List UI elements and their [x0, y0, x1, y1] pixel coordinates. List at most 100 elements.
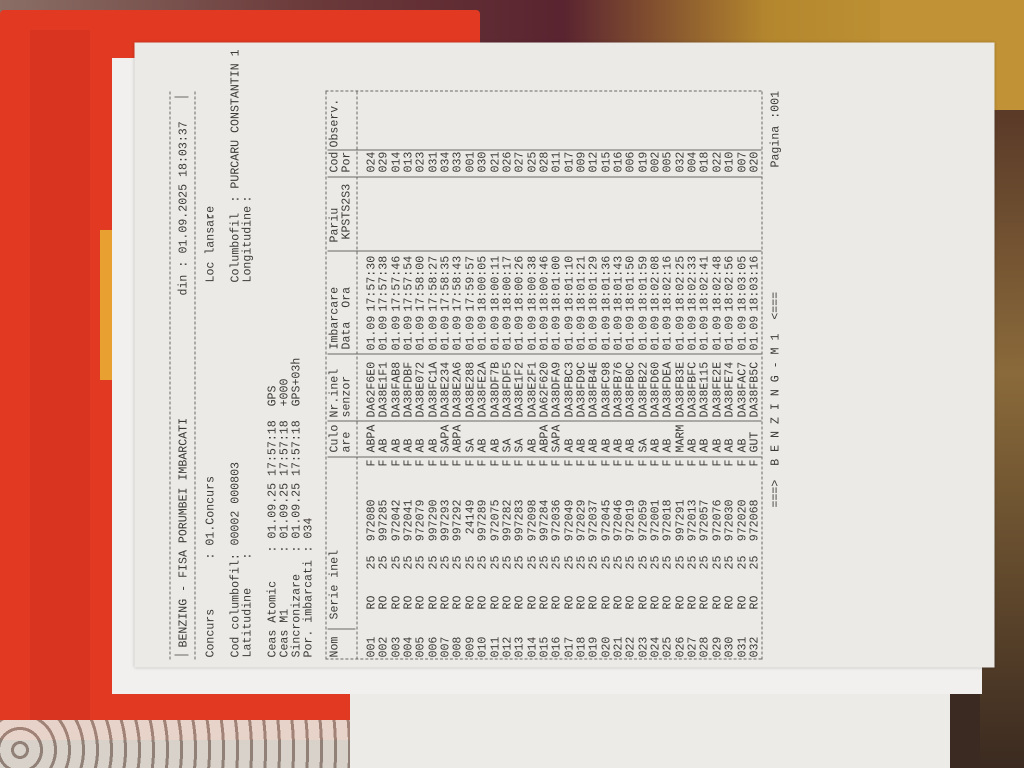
- cell-ora: 17:57:30: [365, 255, 379, 312]
- table-row: 002 RO 25 997285 F AB DA38E1F1 01.09 17:57:38 029: [377, 43, 391, 668]
- document-title: BENZING - FISA PORUMBEI IMBARCATI: [177, 417, 191, 648]
- table-row: 010 RO 25 997289 F AB DA38FE2A 01.09 18:00:05 030: [476, 43, 490, 668]
- cell-nr: 002: [377, 636, 391, 658]
- cell-culoare: SA: [637, 438, 651, 453]
- ceas-m1-value: : 01.09.25 17:57:18 +000: [278, 378, 292, 553]
- table-row: 012 RO 25 997282 F SA DA38FDF5 01.09 18:00:17 026: [501, 43, 515, 668]
- sincronizare-label: Sincronizare: [290, 574, 304, 658]
- cell-cod: 018: [698, 151, 712, 173]
- cell-inel: 997289: [476, 499, 490, 542]
- cell-cod: 022: [711, 151, 725, 173]
- cell-an: 25: [513, 555, 527, 570]
- cell-nr: 030: [723, 636, 737, 658]
- cell-ora: 18:00:05: [476, 255, 490, 312]
- header-data-ora: Data Ora: [340, 286, 354, 350]
- cell-culoare: AB: [402, 438, 416, 453]
- cell-inel: 997291: [674, 499, 688, 542]
- cell-inel: 972049: [563, 499, 577, 542]
- cell-data: 01.09: [390, 315, 404, 351]
- cell-an: 25: [736, 555, 749, 570]
- cell-inel: 972075: [489, 499, 502, 542]
- table-row: 013 RO 25 997283 F SA DA38E1F2 01.09 18:00:26 027: [513, 43, 527, 668]
- table-row: 027 RO 25 972013 F AB DA38FBFC 01.09 18:02:33 004: [686, 43, 700, 668]
- cell-sex: F: [489, 459, 502, 467]
- cell-tara: RO: [637, 595, 651, 610]
- cell-cod: 025: [526, 151, 540, 173]
- cell-nr: 027: [686, 636, 700, 658]
- cell-inel: 972059: [637, 499, 651, 542]
- table-row: 009 RO 25 24149 F SA DA38E288 01.09 17:59:57 001: [464, 43, 478, 668]
- cell-inel: 972045: [600, 499, 614, 542]
- longitudine-label: Longitudine: [241, 205, 255, 283]
- longitudine-value: :: [241, 195, 255, 203]
- cell-cod: 030: [476, 151, 490, 173]
- cell-data: 01.09: [612, 315, 626, 351]
- cell-nr: 026: [674, 636, 688, 658]
- header-culoare-2: are: [340, 431, 354, 453]
- cell-culoare: AB: [414, 438, 428, 453]
- cell-inel: 972020: [736, 499, 749, 542]
- cell-culoare: ABPA: [538, 424, 552, 453]
- cell-cod: 001: [464, 151, 478, 173]
- cell-senzor: DA38FB5C: [748, 361, 762, 418]
- cell-cod: 024: [365, 151, 379, 173]
- cell-ora: 18:02:33: [686, 255, 700, 312]
- cell-an: 25: [489, 555, 502, 570]
- cell-sex: F: [501, 459, 515, 467]
- cell-inel: 997283: [513, 499, 527, 542]
- por-imbarcati-label: Por. imbarcati: [302, 560, 316, 658]
- cell-culoare: AB: [624, 438, 638, 453]
- cell-senzor: DA38DF7B: [489, 361, 502, 418]
- cell-tara: RO: [439, 595, 453, 610]
- cell-senzor: DA38FDF5: [501, 361, 515, 418]
- cell-tara: RO: [526, 595, 540, 610]
- cell-data: 01.09: [698, 315, 712, 351]
- cell-inel: 972080: [365, 499, 379, 542]
- cell-inel: 972046: [612, 499, 626, 542]
- cell-an: 25: [698, 555, 712, 570]
- cell-an: 25: [439, 555, 453, 570]
- cell-nr: 001: [365, 636, 379, 658]
- cell-culoare: AB: [723, 438, 737, 453]
- cell-sex: F: [513, 459, 527, 467]
- cell-cod: 021: [489, 151, 502, 173]
- cell-tara: RO: [402, 595, 416, 610]
- cell-cod: 026: [501, 151, 515, 173]
- cell-data: 01.09: [600, 315, 614, 351]
- cell-ora: 17:57:54: [402, 255, 416, 312]
- cell-cod: 017: [563, 151, 577, 173]
- cell-tara: RO: [377, 595, 391, 610]
- header-senzor: senzor: [340, 375, 354, 418]
- cell-nr: 006: [427, 636, 441, 658]
- cell-sex: F: [624, 459, 638, 467]
- cell-culoare: AB: [686, 438, 700, 453]
- table-row: 014 RO 25 972098 F AB DA38E2F1 01.09 18:00:38 025: [526, 43, 540, 668]
- table-row: 026 RO 25 997291 F MARM DA38FB3E 01.09 18:02:25 0…: [674, 43, 688, 668]
- cell-sex: F: [649, 459, 663, 467]
- cell-sex: F: [686, 459, 700, 467]
- cell-tara: RO: [711, 595, 725, 610]
- cell-nr: 019: [587, 636, 601, 658]
- cell-cod: 020: [748, 151, 762, 173]
- cell-sex: F: [377, 459, 391, 467]
- cell-data: 01.09: [736, 315, 749, 351]
- cell-senzor: DA38FAB8: [390, 361, 404, 418]
- cell-sex: F: [563, 459, 577, 467]
- table-row: 031 RO 25 972020 F AB DA38FAC7 01.09 18:03:05 007: [736, 43, 749, 668]
- cell-inel: 972041: [402, 499, 416, 542]
- cell-tara: RO: [649, 595, 663, 610]
- cell-cod: 015: [600, 151, 614, 173]
- cell-inel: 972013: [686, 499, 700, 542]
- cell-senzor: DA38FBC3: [563, 361, 577, 418]
- cell-culoare: SAPA: [550, 424, 564, 453]
- cell-culoare: ABPA: [451, 424, 465, 453]
- header-kpsts: KPSTS2S3: [340, 183, 354, 240]
- cell-sex: F: [587, 459, 601, 467]
- table-row: 023 RO 25 972059 F SA DA38FB22 01.09 18:01:59 019: [637, 43, 651, 668]
- cell-senzor: DA38FB22: [637, 361, 651, 418]
- cell-senzor: DA38FDEA: [661, 361, 675, 418]
- cell-culoare: ABPA: [365, 424, 379, 453]
- cell-inel: 972076: [711, 499, 725, 542]
- red-folder-flap: [30, 30, 90, 730]
- cell-tara: RO: [748, 595, 762, 610]
